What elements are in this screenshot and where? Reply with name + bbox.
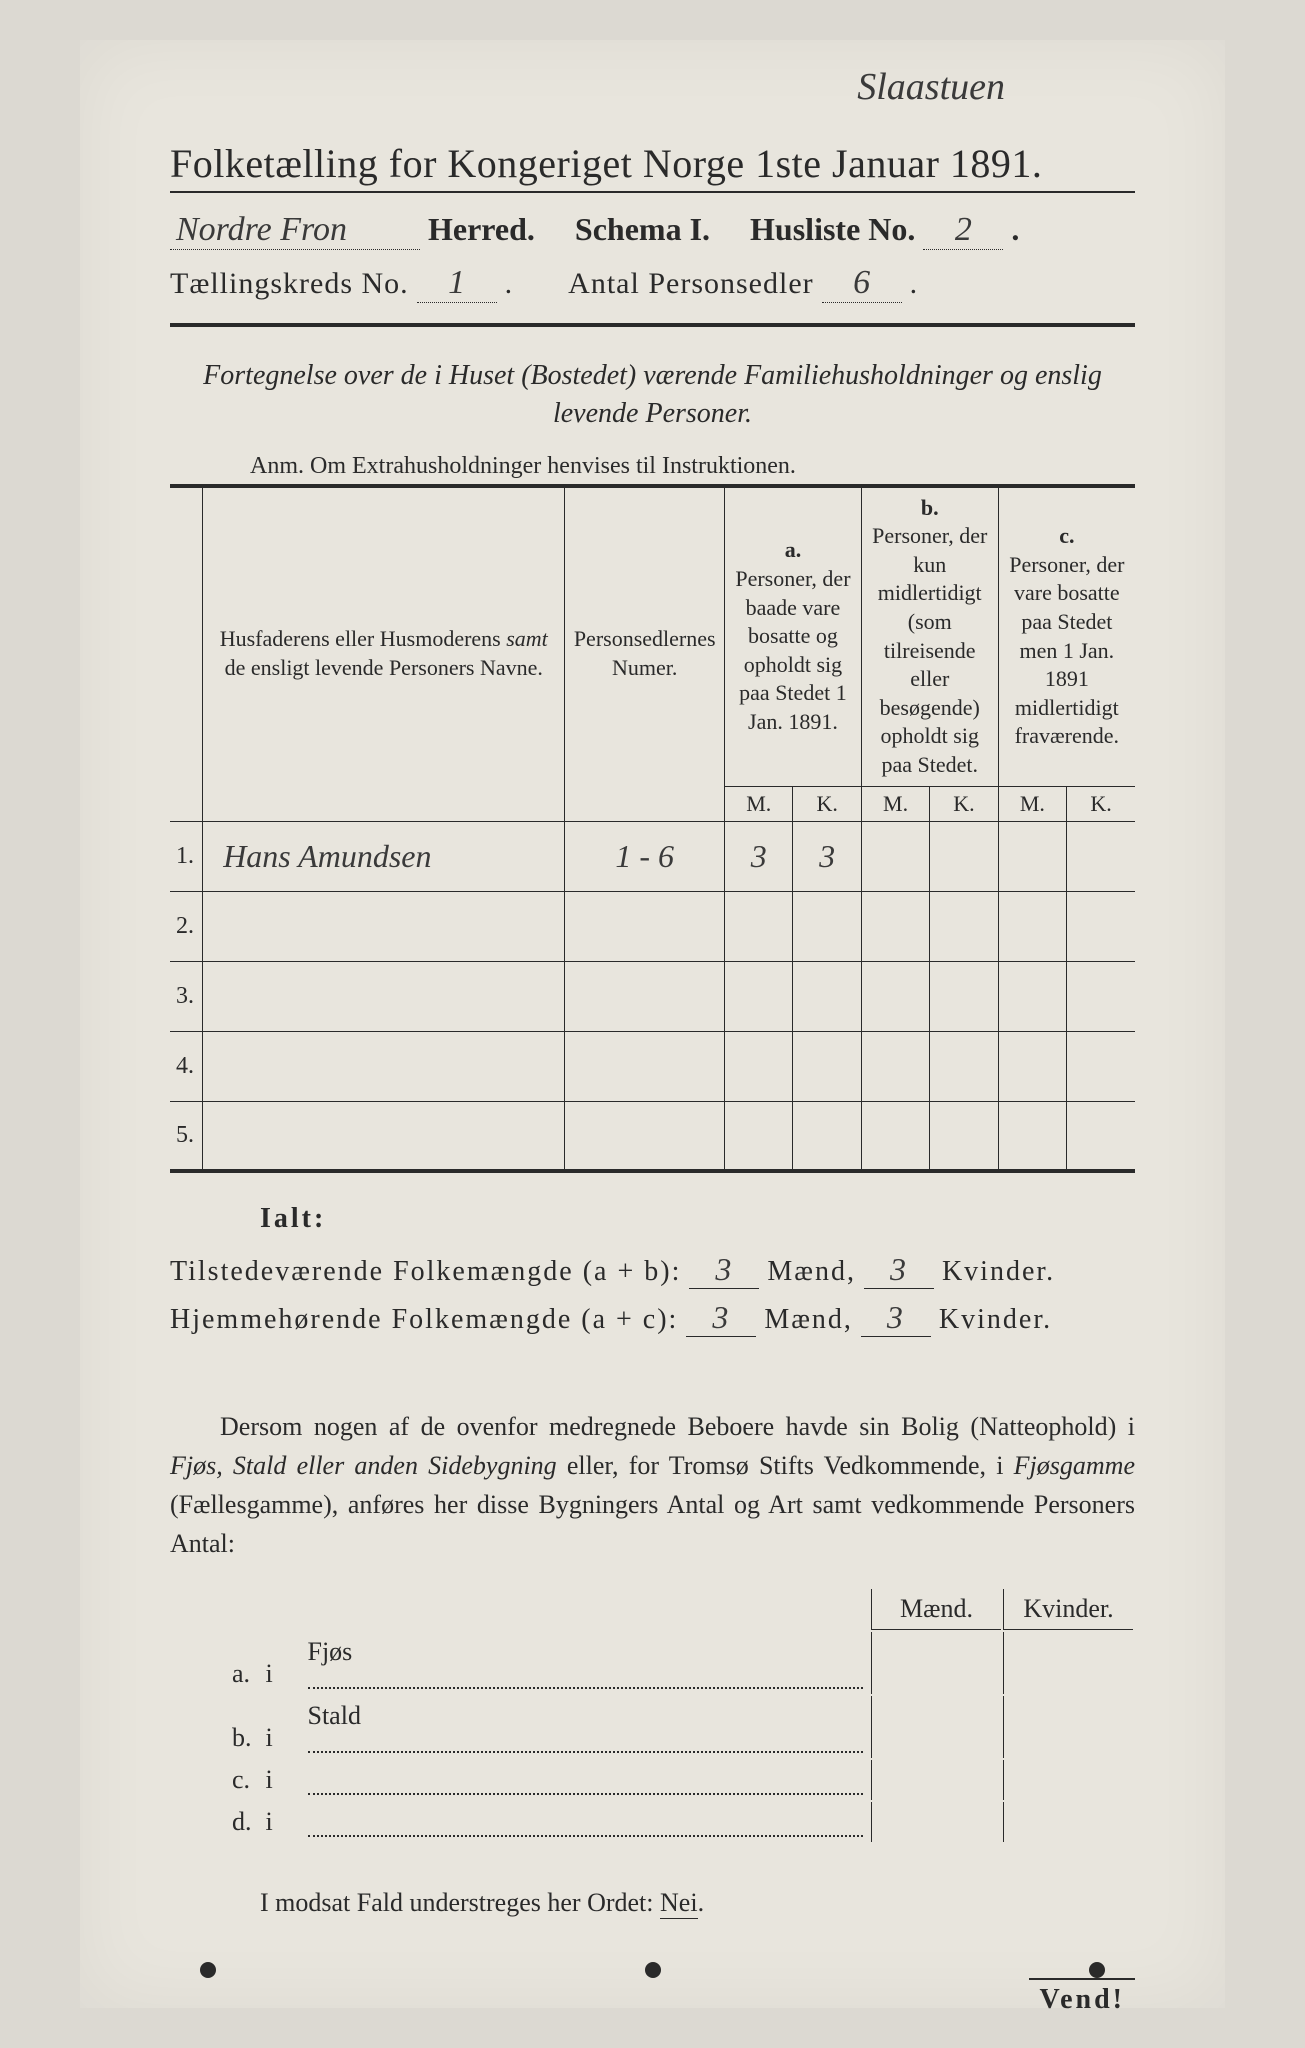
sub-row: b. i Stald [172,1696,1133,1758]
antal-label: Antal Personsedler [568,267,813,301]
nei-line: I modsat Fald understreges her Ordet: Ne… [170,1888,1135,1918]
herred-label: Herred. [428,211,535,248]
mk-header: M. [725,786,793,821]
sub-maend-header: Mænd. [871,1589,1001,1630]
nei-word: Nei [660,1888,698,1919]
mk-header: K. [1067,786,1135,821]
kreds-label: Tællingskreds No. [170,267,409,301]
form-title: Folketælling for Kongeriget Norge 1ste J… [170,140,1135,193]
kreds-value: 1 [417,264,497,303]
totals-block: Ialt: Tilstedeværende Folkemængde (a + b… [170,1203,1135,1337]
sub-table: Mænd. Kvinder. a. i Fjøs b. i Stald c. i… [170,1587,1135,1844]
mk-header: K. [930,786,998,821]
anm-note: Anm. Om Extrahusholdninger henvises til … [170,453,1135,480]
punch-hole-icon [645,1962,661,1978]
punch-hole-icon [200,1962,216,1978]
sub-row: a. i Fjøs [172,1632,1133,1694]
punch-hole-icon [1089,1962,1105,1978]
sub-kvinder-header: Kvinder. [1003,1589,1133,1630]
header-line-2: Tællingskreds No. 1 . Antal Personsedler… [170,264,1135,327]
husliste-label: Husliste No. [750,211,915,248]
schema-label: Schema I. [575,211,710,248]
present-k: 3 [864,1251,934,1289]
table-row: 3. [170,961,1135,1031]
table-row: 2. [170,891,1135,961]
present-m: 3 [689,1251,759,1289]
sub-row: d. i [172,1802,1133,1842]
mk-header: K. [793,786,861,821]
col-c-header: c. Personer, der vare bosatte paa Stedet… [998,486,1135,786]
table-row: 4. [170,1031,1135,1101]
antal-value: 6 [822,264,902,303]
ps-cell: 1 - 6 [565,821,725,891]
home-total-line: Hjemmehørende Folkemængde (a + c): 3 Mæn… [170,1299,1135,1337]
header-line-1: Nordre Fron Herred. Schema I. Husliste N… [170,211,1135,250]
col-ps-header: Personsedlernes Numer. [565,486,725,821]
main-table: Husfaderens eller Husmoderens samt de en… [170,484,1135,1173]
mk-header: M. [861,786,929,821]
census-form-paper: Slaastuen Folketælling for Kongeriget No… [80,40,1225,2008]
name-cell: Hans Amundsen [203,821,565,891]
form-subtitle: Fortegnelse over de i Huset (Bostedet) v… [170,357,1135,433]
sub-row: c. i [172,1760,1133,1800]
top-handwritten-annotation: Slaastuen [857,65,1005,109]
instruction-paragraph: Dersom nogen af de ovenfor medregnede Be… [170,1407,1135,1563]
table-row: 1. Hans Amundsen 1 - 6 3 3 [170,821,1135,891]
present-total-line: Tilstedeværende Folkemængde (a + b): 3 M… [170,1251,1135,1289]
table-row: 5. [170,1101,1135,1171]
vend-label: Vend! [1029,1978,1135,2016]
ialt-label: Ialt: [170,1203,1135,1235]
col-names-header: Husfaderens eller Husmoderens samt de en… [203,486,565,821]
home-k: 3 [861,1299,931,1337]
col-a-header: a. Personer, der baade vare bosatte og o… [725,486,862,786]
husliste-value: 2 [923,211,1003,250]
herred-value: Nordre Fron [170,211,420,250]
mk-header: M. [998,786,1066,821]
home-m: 3 [686,1299,756,1337]
col-b-header: b. Personer, der kun midlertidigt (som t… [861,486,998,786]
